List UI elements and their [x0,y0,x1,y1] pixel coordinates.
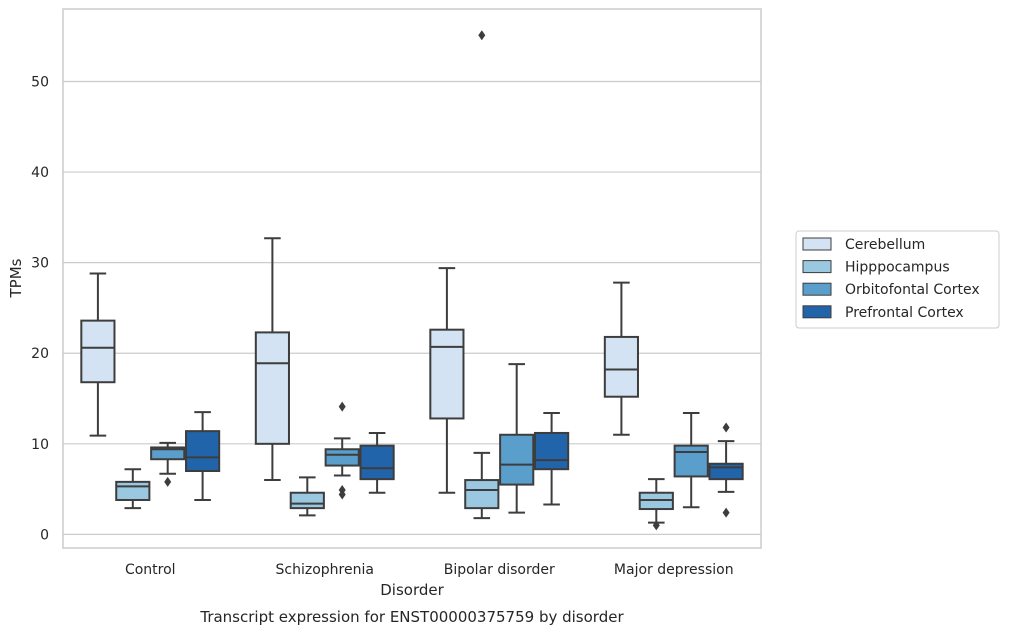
iqr-box [499,433,535,486]
y-tick-labels: 0 10 20 30 40 50 [31,74,49,543]
box-0-3 [185,411,221,501]
x-tick-label: Schizophrenia [276,562,374,578]
box-1-3 [359,431,395,494]
box-0-1 [115,468,151,510]
outlier-point [722,507,730,518]
outlier-point [722,422,730,433]
box-2-1 [464,30,500,520]
iqr-box [534,431,570,471]
legend-swatch [802,282,832,296]
x-tick-label: Bipolar disorder [444,562,555,578]
iqr-box [80,319,116,384]
box-3-0 [603,281,639,436]
box-3-2 [673,412,709,509]
outlier-point [164,476,172,487]
y-tick-label: 50 [31,74,49,90]
plot-frame [62,8,762,549]
box-series [80,30,744,531]
legend-label: Prefrontal Cortex [845,305,964,321]
legend-label: Cerebellum [845,237,925,253]
iqr-box [708,462,744,481]
box-2-2 [499,363,535,514]
outlier-point [338,489,346,500]
iqr-box [254,331,290,445]
grid-lines [63,80,761,536]
x-axis-label: Disorder [380,581,444,599]
box-1-1 [289,476,325,517]
x-tick-labels: Control Schizophrenia Bipolar disorder Majo… [125,562,734,578]
y-axis-label: TPMs [7,258,25,298]
legend: Cerebellum Hipppocampus Orbitofontal Corte… [795,230,1000,329]
x-tick-label: Major depression [614,562,734,578]
box-0-0 [80,272,116,437]
legend-label: Hipppocampus [845,260,950,276]
iqr-box [115,480,151,501]
legend-label: Orbitofontal Cortex [845,282,980,298]
box-3-1 [638,478,674,531]
box-2-0 [429,267,465,494]
iqr-box [150,446,186,461]
box-1-2 [324,401,360,500]
box-2-3 [534,412,570,506]
iqr-box [324,448,360,467]
box-1-0 [254,237,290,482]
legend-swatch [802,305,832,319]
y-tick-label: 20 [31,346,49,362]
iqr-box [359,444,395,481]
legend-swatch [802,260,832,274]
legend-frame [795,230,1000,329]
chart-caption: Transcript expression for ENST0000037575… [199,608,624,626]
iqr-box [429,328,465,420]
y-tick-label: 0 [40,527,49,543]
box-0-2 [150,441,186,487]
outlier-point [478,30,486,41]
iqr-box [603,335,639,398]
y-tick-label: 30 [31,256,49,272]
x-tick-label: Control [125,562,176,578]
outlier-point [652,520,660,531]
iqr-box [185,430,221,472]
legend-swatch [802,237,832,251]
outlier-point [338,401,346,412]
iqr-box [673,444,709,478]
iqr-box [464,479,500,510]
box-3-3 [708,422,744,518]
iqr-box [289,491,325,510]
y-tick-label: 10 [31,437,49,453]
y-tick-label: 40 [31,165,49,181]
